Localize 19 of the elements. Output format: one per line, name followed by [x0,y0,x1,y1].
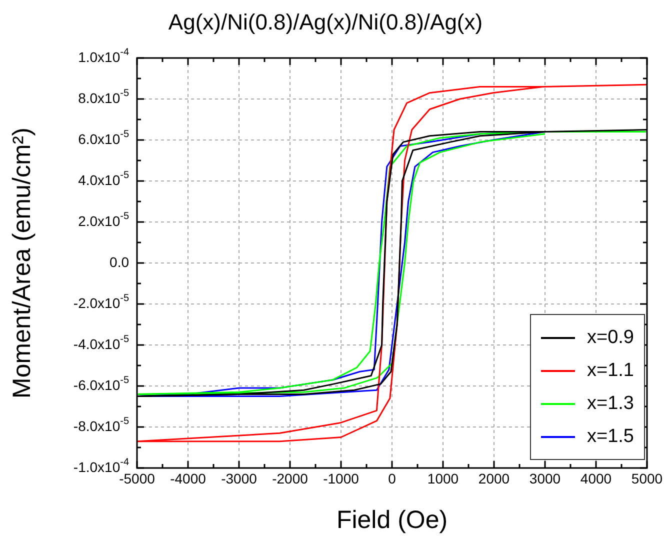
x-tick-label: 4000 [580,470,612,486]
x-tick-label: -2000 [272,470,308,486]
x-tick-label: -5000 [119,470,156,486]
x-tick-label: -4000 [170,470,206,486]
chart-title: Ag(x)/Ni(0.8)/Ag(x)/Ni(0.8)/Ag(x) [168,9,483,34]
x-tick-label: -1000 [323,470,360,486]
legend-label: x=1.5 [586,426,634,448]
x-tick-label: 2000 [478,470,510,486]
x-tick-label: 3000 [529,470,561,486]
x-axis-title: Field (Oe) [336,506,448,534]
x-tick-label: 5000 [631,470,663,486]
y-axis-title: Moment/Area (emu/cm²) [8,128,36,398]
legend-label: x=0.9 [586,326,634,348]
y-tick-label: 0.0 [110,254,130,270]
x-tick-label: 0 [388,470,396,486]
x-tick-label: -3000 [221,470,258,486]
legend-label: x=1.3 [586,392,634,414]
x-tick-label: 1000 [427,470,459,486]
legend-label: x=1.1 [586,360,634,382]
